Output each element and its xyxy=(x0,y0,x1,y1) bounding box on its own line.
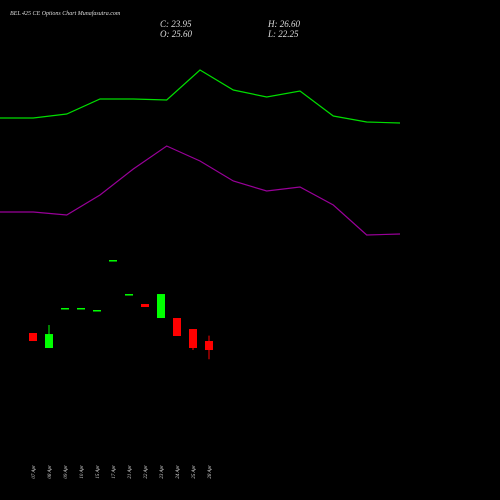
x-tick-label: 24 Apr xyxy=(176,465,181,479)
high-label: H: 26.60 xyxy=(267,19,300,29)
candle-body xyxy=(141,304,149,308)
x-tick-label: 23 Apr xyxy=(160,465,165,479)
candle-body xyxy=(189,329,197,348)
open-label: O: 25.60 xyxy=(160,29,192,39)
chart-title: BEL 425 CE Options Chart Munafasutra.com xyxy=(10,10,121,17)
x-tick-label: 21 Apr xyxy=(128,465,133,479)
candle-body xyxy=(125,294,133,296)
x-tick-label: 09 Apr xyxy=(64,465,69,479)
candle-body xyxy=(173,318,181,337)
x-tick-label: 22 Apr xyxy=(144,465,149,479)
candle-body xyxy=(29,333,37,342)
candle-body xyxy=(205,341,213,351)
band-line xyxy=(0,145,401,236)
candle-body xyxy=(109,260,117,262)
close-label: C: 23.95 xyxy=(160,19,192,29)
x-tick-label: 15 Apr xyxy=(96,465,101,479)
x-tick-label: 25 Apr xyxy=(192,465,197,479)
x-tick-label: 17 Apr xyxy=(112,465,117,479)
x-tick-label: 07 Apr xyxy=(32,465,37,479)
candle-body xyxy=(45,334,53,348)
x-tick-label: 28 Apr xyxy=(208,465,213,479)
low-label: L: 22.25 xyxy=(267,29,299,39)
candle-body xyxy=(77,307,85,310)
candle-body xyxy=(157,294,165,319)
candle-body xyxy=(61,307,69,310)
x-tick-label: 10 Apr xyxy=(80,465,85,479)
x-tick-label: 08 Apr xyxy=(48,465,53,479)
band-line xyxy=(0,69,401,124)
candle-body xyxy=(93,310,101,312)
